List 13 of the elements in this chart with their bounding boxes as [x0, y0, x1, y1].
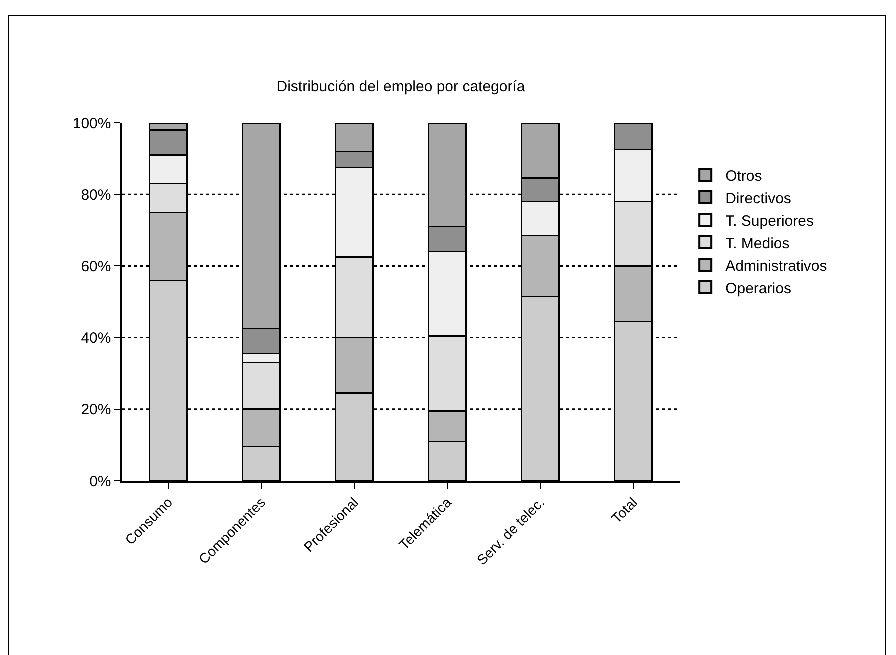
y-tick-label: 40% [81, 330, 112, 348]
legend-label: Otros [726, 168, 762, 185]
y-tick-label: 0% [90, 473, 112, 490]
y-tick-label: 60% [81, 258, 112, 276]
legend-label: T. Medios [726, 235, 790, 252]
y-tick-label: 80% [81, 186, 112, 204]
legend-label: Operarios [726, 280, 792, 298]
legend-label: Administrativos [726, 258, 828, 275]
y-tick-label: 100% [72, 115, 112, 132]
legend-label: T. Superiores [726, 212, 814, 230]
legend-label: Directivos [726, 190, 792, 208]
chart-title: Distribución del empleo por categoría [276, 78, 526, 96]
y-tick-label: 20% [81, 402, 112, 419]
